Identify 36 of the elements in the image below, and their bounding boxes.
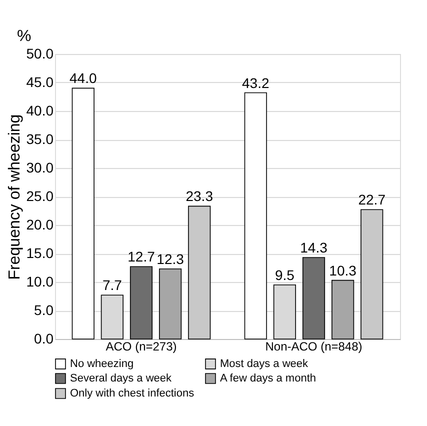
bar <box>332 280 354 340</box>
y-tick-label: 50.0 <box>26 46 54 62</box>
y-tick-label: 10.0 <box>26 274 54 290</box>
data-label: 44.0 <box>70 70 97 86</box>
legend-label: Only with chest infections <box>70 388 195 400</box>
data-label: 22.7 <box>358 192 386 208</box>
legend-label: A few days a month <box>220 372 316 384</box>
x-tick-label: Non-ACO (n=848) <box>265 340 362 354</box>
legend-label: Several days a week <box>70 372 172 384</box>
data-label: 12.3 <box>156 250 184 267</box>
data-label: 23.3 <box>186 188 214 204</box>
bar <box>130 266 153 340</box>
data-label: 12.7 <box>128 248 156 265</box>
bar <box>159 268 182 340</box>
y-tick-label: 30.0 <box>26 160 54 176</box>
bar <box>302 257 326 340</box>
y-axis-title: Frequency of wheezing <box>6 114 24 280</box>
y-tick-label: 0.0 <box>34 330 54 346</box>
data-label: 43.2 <box>242 74 270 91</box>
data-label: 10.3 <box>329 262 357 278</box>
text: % <box>17 28 32 45</box>
legend-label: Most days a week <box>220 358 309 370</box>
data-label: 14.3 <box>300 239 328 256</box>
bar <box>72 88 94 340</box>
y-tick-label: 45.0 <box>26 74 54 90</box>
y-tick-label: 35.0 <box>26 131 54 147</box>
y-tick-label: 25.0 <box>26 188 54 204</box>
y-tick-label: 15.0 <box>26 245 54 261</box>
y-tick-label: 5.0 <box>34 302 54 318</box>
bar <box>244 92 267 340</box>
x-tick-label: ACO (n=273) <box>106 340 177 354</box>
data-label: 7.7 <box>102 277 122 294</box>
y-tick-label: 20.0 <box>26 216 54 232</box>
y-tick-label: 40.0 <box>26 102 54 118</box>
data-label: 9.5 <box>274 266 295 283</box>
legend-label: No wheezing <box>70 358 134 370</box>
